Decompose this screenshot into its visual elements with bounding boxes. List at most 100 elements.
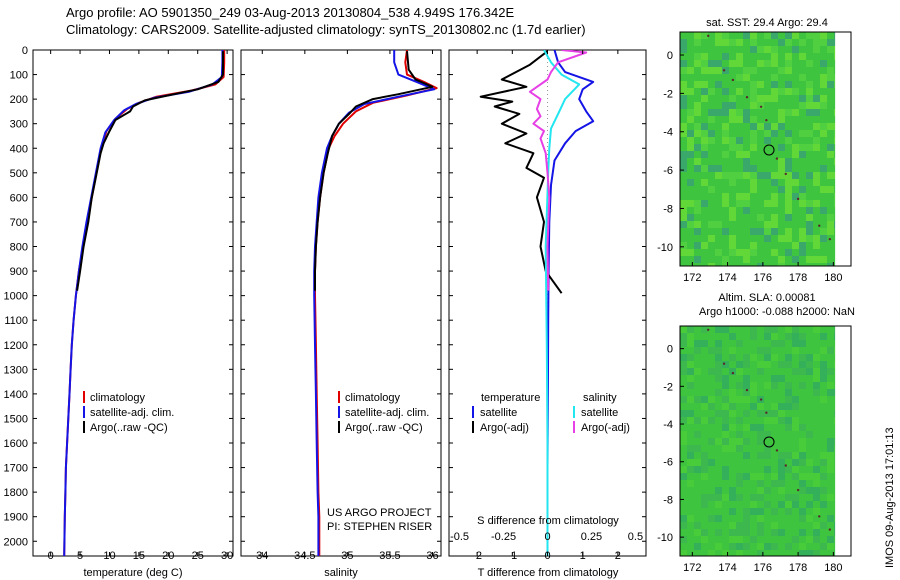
depth-tick-label: 1800 bbox=[4, 487, 28, 499]
map-cell bbox=[708, 459, 715, 466]
map-cell bbox=[708, 116, 715, 123]
map-cell bbox=[764, 60, 771, 67]
map-cell bbox=[764, 32, 771, 39]
map-cell bbox=[827, 67, 834, 74]
map-cell bbox=[729, 543, 736, 550]
map-cell bbox=[813, 179, 820, 186]
map-cell bbox=[806, 550, 813, 556]
map-cell bbox=[701, 459, 708, 466]
map-cell bbox=[757, 403, 764, 410]
map-cell bbox=[764, 382, 771, 389]
island-marker bbox=[796, 488, 800, 492]
island-marker bbox=[731, 371, 735, 375]
salinity-panel-frame bbox=[240, 49, 442, 557]
salinity-axis-label: salinity bbox=[324, 567, 358, 579]
map-cell bbox=[785, 88, 792, 95]
map-cell bbox=[806, 368, 813, 375]
map-cell bbox=[778, 361, 785, 368]
map-cell bbox=[806, 361, 813, 368]
map-cell bbox=[715, 375, 722, 382]
map-cell bbox=[729, 249, 736, 256]
map-cell bbox=[771, 228, 778, 235]
salinity-legend: climatology satellite-adj. clim. Argo(..… bbox=[338, 391, 429, 434]
map-cell bbox=[764, 228, 771, 235]
map-cell bbox=[764, 487, 771, 494]
map-cell bbox=[680, 95, 687, 102]
map-cell bbox=[792, 109, 799, 116]
map-cell bbox=[701, 179, 708, 186]
plot-title-line2: Climatology: CARS2009. Satellite-adjuste… bbox=[66, 22, 586, 37]
map-cell bbox=[694, 158, 701, 165]
map-cell bbox=[757, 424, 764, 431]
series-line-satellite-adj-clim- bbox=[313, 50, 436, 556]
map-cell bbox=[708, 165, 715, 172]
map-cell bbox=[792, 494, 799, 501]
pi-label: PI: STEPHEN RISER bbox=[327, 521, 432, 533]
map-cell bbox=[687, 130, 694, 137]
map-cell bbox=[701, 60, 708, 67]
map-cell bbox=[750, 501, 757, 508]
x-tick-label: 25 bbox=[192, 550, 204, 562]
map-cell bbox=[680, 200, 687, 207]
map-cell bbox=[757, 81, 764, 88]
map-cell bbox=[778, 459, 785, 466]
map-cell bbox=[687, 333, 694, 340]
map-cell bbox=[729, 347, 736, 354]
map-cell bbox=[820, 81, 827, 88]
longitude-tick-label: 172 bbox=[683, 272, 701, 284]
map-cell bbox=[799, 53, 806, 60]
sla-map-title: Altim. SLA: 0.00081 bbox=[718, 292, 815, 304]
map-cell bbox=[778, 263, 785, 266]
temperature-axis-label: temperature (deg C) bbox=[83, 567, 182, 579]
map-cell bbox=[694, 396, 701, 403]
map-cell bbox=[680, 368, 687, 375]
map-cell bbox=[701, 326, 708, 333]
map-cell bbox=[736, 417, 743, 424]
map-cell bbox=[743, 410, 750, 417]
map-cell bbox=[708, 494, 715, 501]
map-cell bbox=[771, 529, 778, 536]
map-cell bbox=[687, 144, 694, 151]
map-cell bbox=[806, 256, 813, 263]
map-cell bbox=[680, 361, 687, 368]
map-cell bbox=[827, 39, 834, 46]
map-cell bbox=[701, 151, 708, 158]
map-cell bbox=[806, 81, 813, 88]
sst-map-frame bbox=[679, 31, 852, 267]
map-cell bbox=[687, 249, 694, 256]
map-cell bbox=[806, 354, 813, 361]
map-cell bbox=[701, 81, 708, 88]
map-cell bbox=[813, 200, 820, 207]
latitude-tick-label: 0 bbox=[667, 50, 673, 62]
map-cell bbox=[757, 368, 764, 375]
map-cell bbox=[701, 123, 708, 130]
map-cell bbox=[764, 172, 771, 179]
map-cell bbox=[827, 46, 834, 53]
map-cell bbox=[680, 410, 687, 417]
map-cell bbox=[694, 165, 701, 172]
map-cell bbox=[736, 480, 743, 487]
x-tick-label: 10 bbox=[103, 550, 115, 562]
map-cell bbox=[806, 102, 813, 109]
map-cell bbox=[701, 501, 708, 508]
map-cell bbox=[785, 186, 792, 193]
map-cell bbox=[785, 333, 792, 340]
map-cell bbox=[785, 354, 792, 361]
map-cell bbox=[806, 207, 813, 214]
map-cell bbox=[750, 81, 757, 88]
map-cell bbox=[757, 361, 764, 368]
map-cell bbox=[743, 389, 750, 396]
map-cell bbox=[771, 130, 778, 137]
map-cell bbox=[771, 200, 778, 207]
map-cell bbox=[792, 466, 799, 473]
map-cell bbox=[687, 340, 694, 347]
x-tick-label: 5 bbox=[77, 550, 83, 562]
map-cell bbox=[722, 200, 729, 207]
map-cell bbox=[771, 32, 778, 39]
map-cell bbox=[736, 473, 743, 480]
map-cell bbox=[757, 473, 764, 480]
map-cell bbox=[792, 501, 799, 508]
map-cell bbox=[778, 186, 785, 193]
map-cell bbox=[701, 200, 708, 207]
salinity-diff-tick-label: 0 bbox=[544, 531, 550, 543]
